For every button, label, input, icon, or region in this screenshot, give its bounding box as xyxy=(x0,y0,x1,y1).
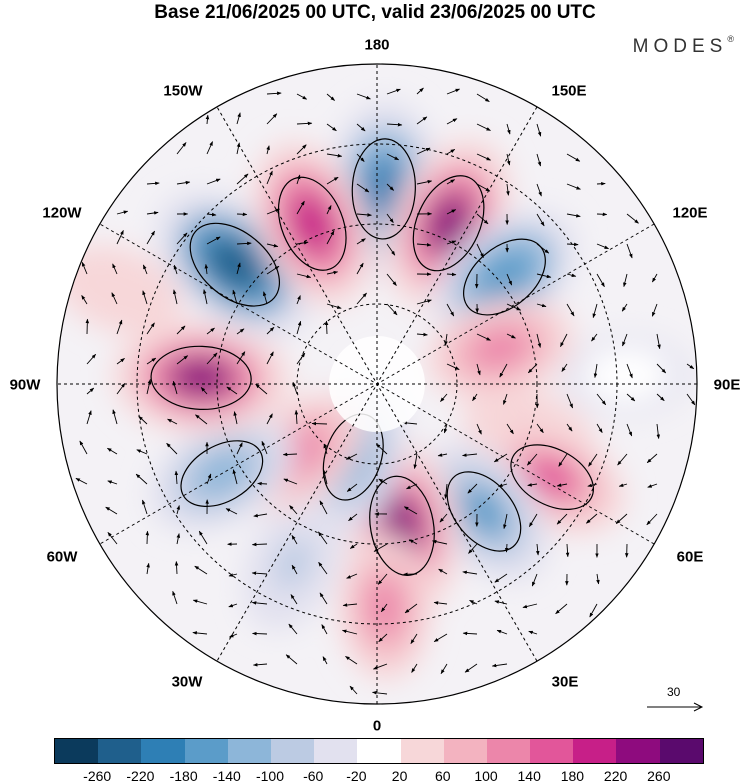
wind-vector xyxy=(326,321,327,334)
colorbar-label: 180 xyxy=(561,768,584,784)
lon-label-0: 0 xyxy=(373,718,381,735)
lon-label-150w: 150W xyxy=(163,83,202,100)
colorbar xyxy=(54,738,704,764)
colorbar-label: 140 xyxy=(518,768,541,784)
lon-label-120w: 120W xyxy=(42,205,81,222)
lon-label-30e: 30E xyxy=(552,674,579,691)
lon-label-90w: 90W xyxy=(10,377,41,394)
lon-label-150e: 150E xyxy=(551,83,586,100)
lon-label-30w: 30W xyxy=(172,674,203,691)
colorbar-swatch xyxy=(616,739,659,763)
colorbar-swatch xyxy=(55,739,98,763)
lon-label-90e: 90E xyxy=(714,377,741,394)
colorbar-label: -100 xyxy=(256,768,284,784)
colorbar-label: -140 xyxy=(213,768,241,784)
colorbar-label: -60 xyxy=(303,768,323,784)
colorbar-swatch xyxy=(660,739,703,763)
colorbar-label: -20 xyxy=(346,768,366,784)
lon-label-120e: 120E xyxy=(672,205,707,222)
arrow-right-icon xyxy=(645,685,705,725)
colorbar-swatch xyxy=(487,739,530,763)
colorbar-swatch xyxy=(98,739,141,763)
lon-label-60w: 60W xyxy=(47,549,78,566)
colorbar-swatch xyxy=(357,739,400,763)
colorbar-label: -220 xyxy=(126,768,154,784)
colorbar-swatch xyxy=(401,739,444,763)
wind-vector xyxy=(506,544,507,552)
colorbar-swatch xyxy=(228,739,271,763)
colorbar-label: 100 xyxy=(474,768,497,784)
colorbar-swatch xyxy=(141,739,184,763)
colorbar-label: 220 xyxy=(604,768,627,784)
wind-vector xyxy=(258,483,267,484)
lon-label-60e: 60E xyxy=(677,549,704,566)
colorbar-swatch xyxy=(314,739,357,763)
colorbar-label: 260 xyxy=(647,768,670,784)
colorbar-label: -180 xyxy=(170,768,198,784)
colorbar-swatch xyxy=(573,739,616,763)
colorbar-swatch xyxy=(271,739,314,763)
wind-vector xyxy=(597,183,605,184)
colorbar-label: 20 xyxy=(392,768,408,784)
lon-label-180: 180 xyxy=(364,37,389,54)
colorbar-swatch xyxy=(530,739,573,763)
colorbar-label: 60 xyxy=(435,768,451,784)
colorbar-swatch xyxy=(444,739,487,763)
colorbar-label: -260 xyxy=(83,768,111,784)
colorbar-swatch xyxy=(185,739,228,763)
wind-vector xyxy=(312,423,327,424)
wind-vector xyxy=(252,633,267,634)
